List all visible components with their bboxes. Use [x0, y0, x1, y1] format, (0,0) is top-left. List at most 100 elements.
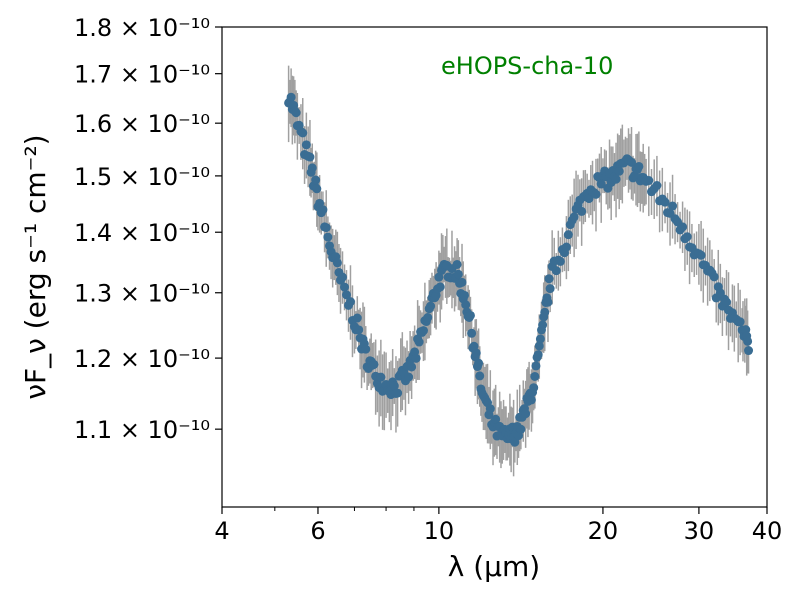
data-point — [634, 161, 644, 171]
data-point — [510, 437, 520, 447]
data-point — [318, 205, 328, 215]
x-tick-label: 4 — [214, 517, 229, 545]
data-point — [678, 222, 688, 232]
data-point — [569, 212, 579, 222]
data-point — [352, 313, 362, 323]
data-point — [286, 92, 296, 102]
data-point — [660, 197, 670, 207]
data-point — [555, 256, 565, 266]
data-point — [475, 371, 485, 381]
data-point — [459, 290, 469, 300]
data-point — [354, 325, 364, 335]
y-tick-label: 1.8 × 10⁻¹⁰ — [74, 14, 210, 42]
x-tick-label: 6 — [310, 517, 325, 545]
data-point — [561, 242, 571, 252]
data-point — [614, 166, 624, 176]
data-point — [529, 383, 539, 393]
data-point — [467, 328, 477, 338]
x-axis-label: λ (μm) — [448, 550, 540, 583]
x-tick-label: 30 — [684, 517, 715, 545]
data-point — [338, 272, 348, 282]
data-point — [721, 297, 731, 307]
data-point — [538, 320, 548, 330]
data-point — [452, 259, 462, 269]
points-layer — [284, 92, 754, 447]
plot-frame — [221, 26, 768, 508]
data-point — [531, 361, 541, 371]
data-point — [545, 284, 555, 294]
y-axis-ticks: 1.1 × 10⁻¹⁰ 1.2 × 10⁻¹⁰ 1.3 × 10⁻¹⁰ 1.4 × 1… — [74, 14, 222, 444]
data-point — [301, 140, 311, 150]
y-tick-label: 1.4 × 10⁻¹⁰ — [74, 219, 210, 247]
data-point — [376, 372, 386, 382]
data-point — [311, 175, 321, 185]
y-tick-label: 1.5 × 10⁻¹⁰ — [74, 163, 210, 191]
data-point — [611, 174, 621, 184]
data-point — [533, 350, 543, 360]
x-tick-label: 10 — [424, 517, 455, 545]
data-point — [709, 272, 719, 282]
data-point — [735, 317, 745, 327]
data-point — [682, 232, 692, 242]
data-point — [596, 179, 606, 189]
data-point — [426, 301, 436, 311]
data-point — [389, 381, 399, 391]
data-point — [652, 181, 662, 191]
data-point — [453, 269, 463, 279]
data-point — [627, 157, 637, 167]
data-point — [516, 424, 526, 434]
data-point — [340, 282, 350, 292]
data-point — [551, 266, 561, 276]
data-point — [491, 414, 501, 424]
data-point — [534, 341, 544, 351]
y-tick-label: 1.2 × 10⁻¹⁰ — [74, 345, 210, 373]
data-point — [577, 206, 587, 216]
data-point — [535, 334, 545, 344]
annotation-label: eHOPS-cha-10 — [441, 52, 613, 80]
data-point — [305, 152, 315, 162]
data-point — [418, 326, 428, 336]
data-point — [521, 409, 531, 419]
data-point — [393, 388, 403, 398]
data-point — [530, 371, 540, 381]
data-point — [744, 346, 754, 356]
data-point — [471, 348, 481, 358]
data-point — [485, 404, 495, 414]
y-tick-label: 1.1 × 10⁻¹⁰ — [74, 416, 210, 444]
data-point — [457, 277, 467, 287]
data-point — [341, 290, 351, 300]
data-point — [474, 358, 484, 368]
data-point — [540, 307, 550, 317]
data-point — [591, 189, 601, 199]
data-point — [323, 232, 333, 242]
x-tick-label: 40 — [752, 517, 783, 545]
data-point — [332, 258, 342, 268]
data-point — [563, 230, 573, 240]
data-point — [312, 184, 322, 194]
data-point — [696, 250, 706, 260]
data-point — [668, 201, 678, 211]
data-point — [307, 163, 317, 173]
x-axis-ticks: 4 6 10 20 30 40 — [214, 507, 782, 545]
data-point — [644, 176, 654, 186]
data-point — [411, 353, 421, 363]
y-tick-label: 1.7 × 10⁻¹⁰ — [74, 61, 210, 89]
data-point — [345, 297, 355, 307]
data-point — [361, 344, 371, 354]
data-point — [404, 372, 414, 382]
data-point — [414, 337, 424, 347]
y-tick-label: 1.6 × 10⁻¹⁰ — [74, 110, 210, 138]
data-point — [423, 313, 433, 323]
data-point — [465, 310, 475, 320]
y-tick-label: 1.3 × 10⁻¹⁰ — [74, 280, 210, 308]
data-point — [369, 359, 379, 369]
y-axis-label: νF_ν (erg s⁻¹ cm⁻²) — [19, 134, 52, 399]
data-point — [461, 300, 471, 310]
data-point — [543, 297, 553, 307]
data-point — [743, 336, 753, 346]
data-point — [291, 108, 301, 118]
x-tick-label: 20 — [588, 517, 619, 545]
data-point — [435, 282, 445, 292]
data-point — [544, 274, 554, 284]
